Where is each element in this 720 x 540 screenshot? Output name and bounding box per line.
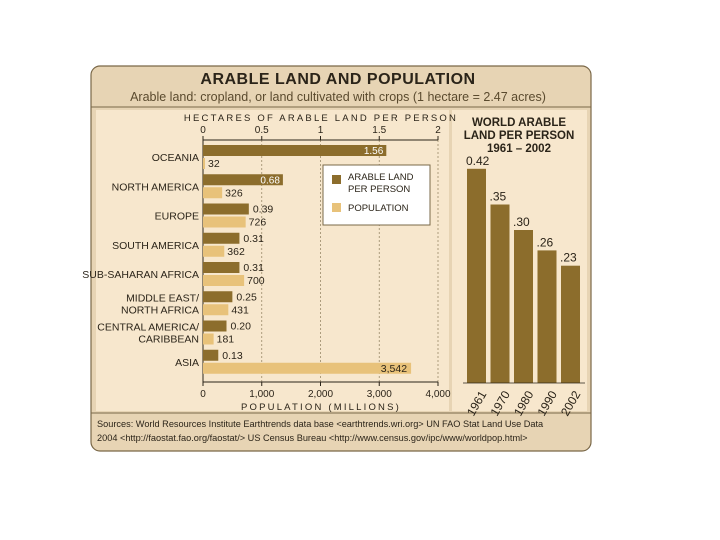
chart-title: ARABLE LAND AND POPULATION xyxy=(200,71,475,88)
data-label-population: 726 xyxy=(249,217,267,229)
side-data-label: .35 xyxy=(490,190,507,204)
bar-arable xyxy=(203,174,283,186)
data-label-arable: 0.31 xyxy=(243,233,264,245)
source-line-2: 2004 <http://faostat.fao.org/faostat/> U… xyxy=(97,433,528,443)
bar-population xyxy=(203,333,214,345)
data-label-arable: 1.56 xyxy=(364,146,384,157)
bottom-axis-tick-label: 0 xyxy=(200,389,206,400)
side-bar xyxy=(467,168,486,383)
data-label-population: 431 xyxy=(231,304,249,316)
category-label: NORTH AMERICA xyxy=(112,181,199,193)
data-label-arable: 0.13 xyxy=(222,350,243,362)
side-bar xyxy=(561,265,580,383)
category-label: ASIA xyxy=(175,357,199,369)
top-axis-tick-label: 1 xyxy=(318,125,324,136)
side-bar xyxy=(537,250,557,383)
category-label: OCEANIA xyxy=(152,152,199,164)
data-label-arable: 0.25 xyxy=(236,291,257,303)
category-label: CENTRAL AMERICA/ xyxy=(97,322,199,334)
bar-arable xyxy=(203,320,227,332)
main-panel xyxy=(96,110,449,411)
data-label-population: 181 xyxy=(217,334,235,346)
bar-arable xyxy=(203,291,233,303)
legend-swatch-population xyxy=(332,203,341,212)
legend-swatch-arable xyxy=(332,175,341,184)
data-label-population: 3,542 xyxy=(381,363,407,375)
chart-subtitle: Arable land: cropland, or land cultivate… xyxy=(130,90,546,104)
bar-arable xyxy=(203,349,219,361)
side-data-label: .30 xyxy=(513,215,530,229)
top-axis-title: HECTARES OF ARABLE LAND PER PERSON xyxy=(184,113,458,124)
bar-population xyxy=(203,362,412,374)
bar-arable xyxy=(203,145,387,156)
category-label: SUB-SAHARAN AFRICA xyxy=(82,269,199,281)
data-label-arable: 0.31 xyxy=(243,262,264,274)
bar-population xyxy=(203,187,223,199)
bottom-axis-tick-label: 4,000 xyxy=(425,389,450,400)
category-label: MIDDLE EAST/ xyxy=(126,292,199,304)
data-label-arable: 0.20 xyxy=(231,321,252,333)
bottom-axis-tick-label: 3,000 xyxy=(367,389,392,400)
main-chart: 0 0.5 1 1.5 2 0 1,000 2,000 3,000 4,000 ARABLE LAN… xyxy=(82,125,451,400)
side-data-label: .26 xyxy=(537,235,554,249)
source-line-1: Sources: World Resources Institute Earth… xyxy=(97,419,544,429)
bar-population xyxy=(203,216,246,228)
bar-population xyxy=(203,275,245,286)
side-bar xyxy=(490,204,510,383)
side-title-line-1: WORLD ARABLE xyxy=(472,117,566,129)
bar-arable xyxy=(203,203,249,215)
side-data-label: .23 xyxy=(560,251,577,265)
bar-arable xyxy=(203,232,240,244)
data-label-population: 32 xyxy=(208,158,220,170)
data-label-population: 700 xyxy=(247,275,265,287)
top-axis-tick-label: 0.5 xyxy=(255,125,269,136)
top-axis-tick-label: 1.5 xyxy=(372,125,386,136)
top-axis-tick-label: 0 xyxy=(200,125,206,136)
legend-label-arable-line-2: PER PERSON xyxy=(348,184,410,195)
data-label-population: 326 xyxy=(225,187,243,199)
category-label: SOUTH AMERICA xyxy=(112,240,199,252)
bar-population xyxy=(203,158,205,169)
bottom-axis-tick-label: 2,000 xyxy=(308,389,333,400)
legend-label-population: POPULATION xyxy=(348,203,409,214)
top-axis-tick-label: 2 xyxy=(435,125,441,136)
side-title-line-2: LAND PER PERSON xyxy=(464,130,575,142)
legend-label-arable-line-1: ARABLE LAND xyxy=(348,172,414,183)
bottom-axis-tick-label: 1,000 xyxy=(249,389,274,400)
category-label: NORTH AFRICA xyxy=(121,304,199,316)
category-label: EUROPE xyxy=(155,211,199,223)
category-label: CARIBBEAN xyxy=(138,334,199,346)
bar-arable xyxy=(203,262,240,273)
side-data-label: 0.42 xyxy=(466,154,490,168)
side-bar xyxy=(514,230,533,383)
bar-population xyxy=(203,304,229,316)
data-label-arable: 0.39 xyxy=(253,204,274,216)
bottom-axis-title: POPULATION (MILLIONS) xyxy=(241,402,401,413)
side-title-line-3: 1961 – 2002 xyxy=(487,143,551,155)
data-label-population: 362 xyxy=(227,246,245,258)
data-label-arable: 0.68 xyxy=(260,175,280,186)
bar-population xyxy=(203,245,225,257)
